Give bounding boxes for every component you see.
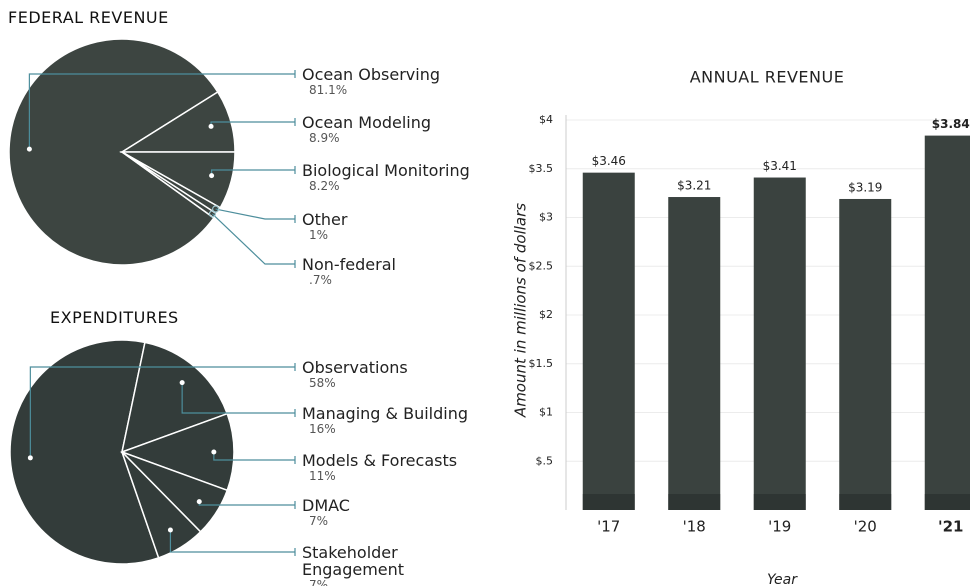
y-tick-label: $1.5 <box>529 357 554 370</box>
leader-dot <box>212 205 220 213</box>
slice-value-label: 81.1% <box>309 83 348 97</box>
bar <box>924 135 970 510</box>
leader-line <box>181 382 295 414</box>
pie-title: FEDERAL REVENUE <box>8 8 169 27</box>
slice-label: Observations <box>302 358 408 377</box>
slice-value-label: .7% <box>309 273 332 287</box>
leader-line <box>212 213 295 265</box>
y-tick-label: $2 <box>539 308 553 321</box>
y-tick-label: $4 <box>539 113 553 126</box>
bar-value-label: $3.21 <box>677 179 711 193</box>
x-tick-label: '18 <box>683 518 706 536</box>
pie <box>9 339 235 565</box>
y-tick-label: $.5 <box>536 454 554 467</box>
slice-value-label: 58% <box>309 376 336 390</box>
pie-slice <box>9 339 160 565</box>
slice-value-label: 1% <box>309 228 329 242</box>
pie <box>8 38 236 266</box>
bar-shade <box>839 494 892 510</box>
bar-value-label: $3.84 <box>932 117 970 131</box>
slice-label: DMAC <box>302 496 350 515</box>
bar-value-label: $3.46 <box>592 154 626 168</box>
slice-label: Models & Forecasts <box>302 451 458 470</box>
slice-value-label: 8.9% <box>309 131 340 145</box>
chart-title: ANNUAL REVENUE <box>690 68 845 87</box>
pie-slice <box>119 412 235 492</box>
bar <box>839 198 892 510</box>
slice-label: Ocean Modeling <box>302 113 432 132</box>
y-axis-label: Amount in millions of dollars <box>512 203 530 418</box>
slice-value-label: 8.2% <box>309 179 340 193</box>
leader-dot <box>209 173 215 179</box>
leader-dot <box>208 123 214 129</box>
leader-dot <box>179 380 185 386</box>
slice-label: Biological Monitoring <box>302 161 470 180</box>
slice-label: Non-federal <box>302 255 396 274</box>
slice-label: Other <box>302 210 348 229</box>
leader-line <box>28 73 295 150</box>
pie-slice <box>121 451 202 559</box>
pie-title: EXPENDITURES <box>50 308 179 327</box>
bar <box>753 177 806 510</box>
pie-slice <box>8 38 219 266</box>
leader-dot <box>26 146 32 152</box>
bar <box>668 197 721 510</box>
bar-shade <box>668 494 721 510</box>
leader-line <box>213 452 295 461</box>
bar <box>582 172 635 510</box>
leader-line <box>29 366 295 458</box>
leader-dot <box>208 210 217 218</box>
bar-shade <box>924 494 970 510</box>
leader-line <box>169 530 295 553</box>
bar-value-label: $3.41 <box>763 159 797 173</box>
slice-value-label: 7% <box>309 578 329 586</box>
leader-line <box>215 208 295 220</box>
y-tick-label: $1 <box>539 406 553 419</box>
x-tick-label: '20 <box>854 518 877 536</box>
slice-label: Stakeholder Engagement <box>302 543 405 579</box>
bar-shade <box>582 494 635 510</box>
x-tick-label: '19 <box>768 518 791 536</box>
slice-value-label: 7% <box>309 514 329 528</box>
leader-dot <box>196 499 202 505</box>
y-tick-label: $2.5 <box>529 259 554 272</box>
y-tick-label: $3.5 <box>529 162 554 175</box>
slice-value-label: 11% <box>309 469 336 483</box>
leader-dot <box>211 449 217 455</box>
leader-dot <box>167 527 173 533</box>
leader-dot <box>27 455 33 461</box>
x-tick-label: '17 <box>597 518 620 536</box>
bar-shade <box>753 494 806 510</box>
x-tick-label: '21 <box>938 518 963 536</box>
y-tick-label: $3 <box>539 211 553 224</box>
slice-label: Ocean Observing <box>302 65 440 84</box>
slice-label: Managing & Building <box>302 404 469 423</box>
x-axis-label: Year <box>767 572 798 586</box>
slice-value-label: 16% <box>309 422 336 436</box>
bar-value-label: $3.19 <box>848 180 882 194</box>
